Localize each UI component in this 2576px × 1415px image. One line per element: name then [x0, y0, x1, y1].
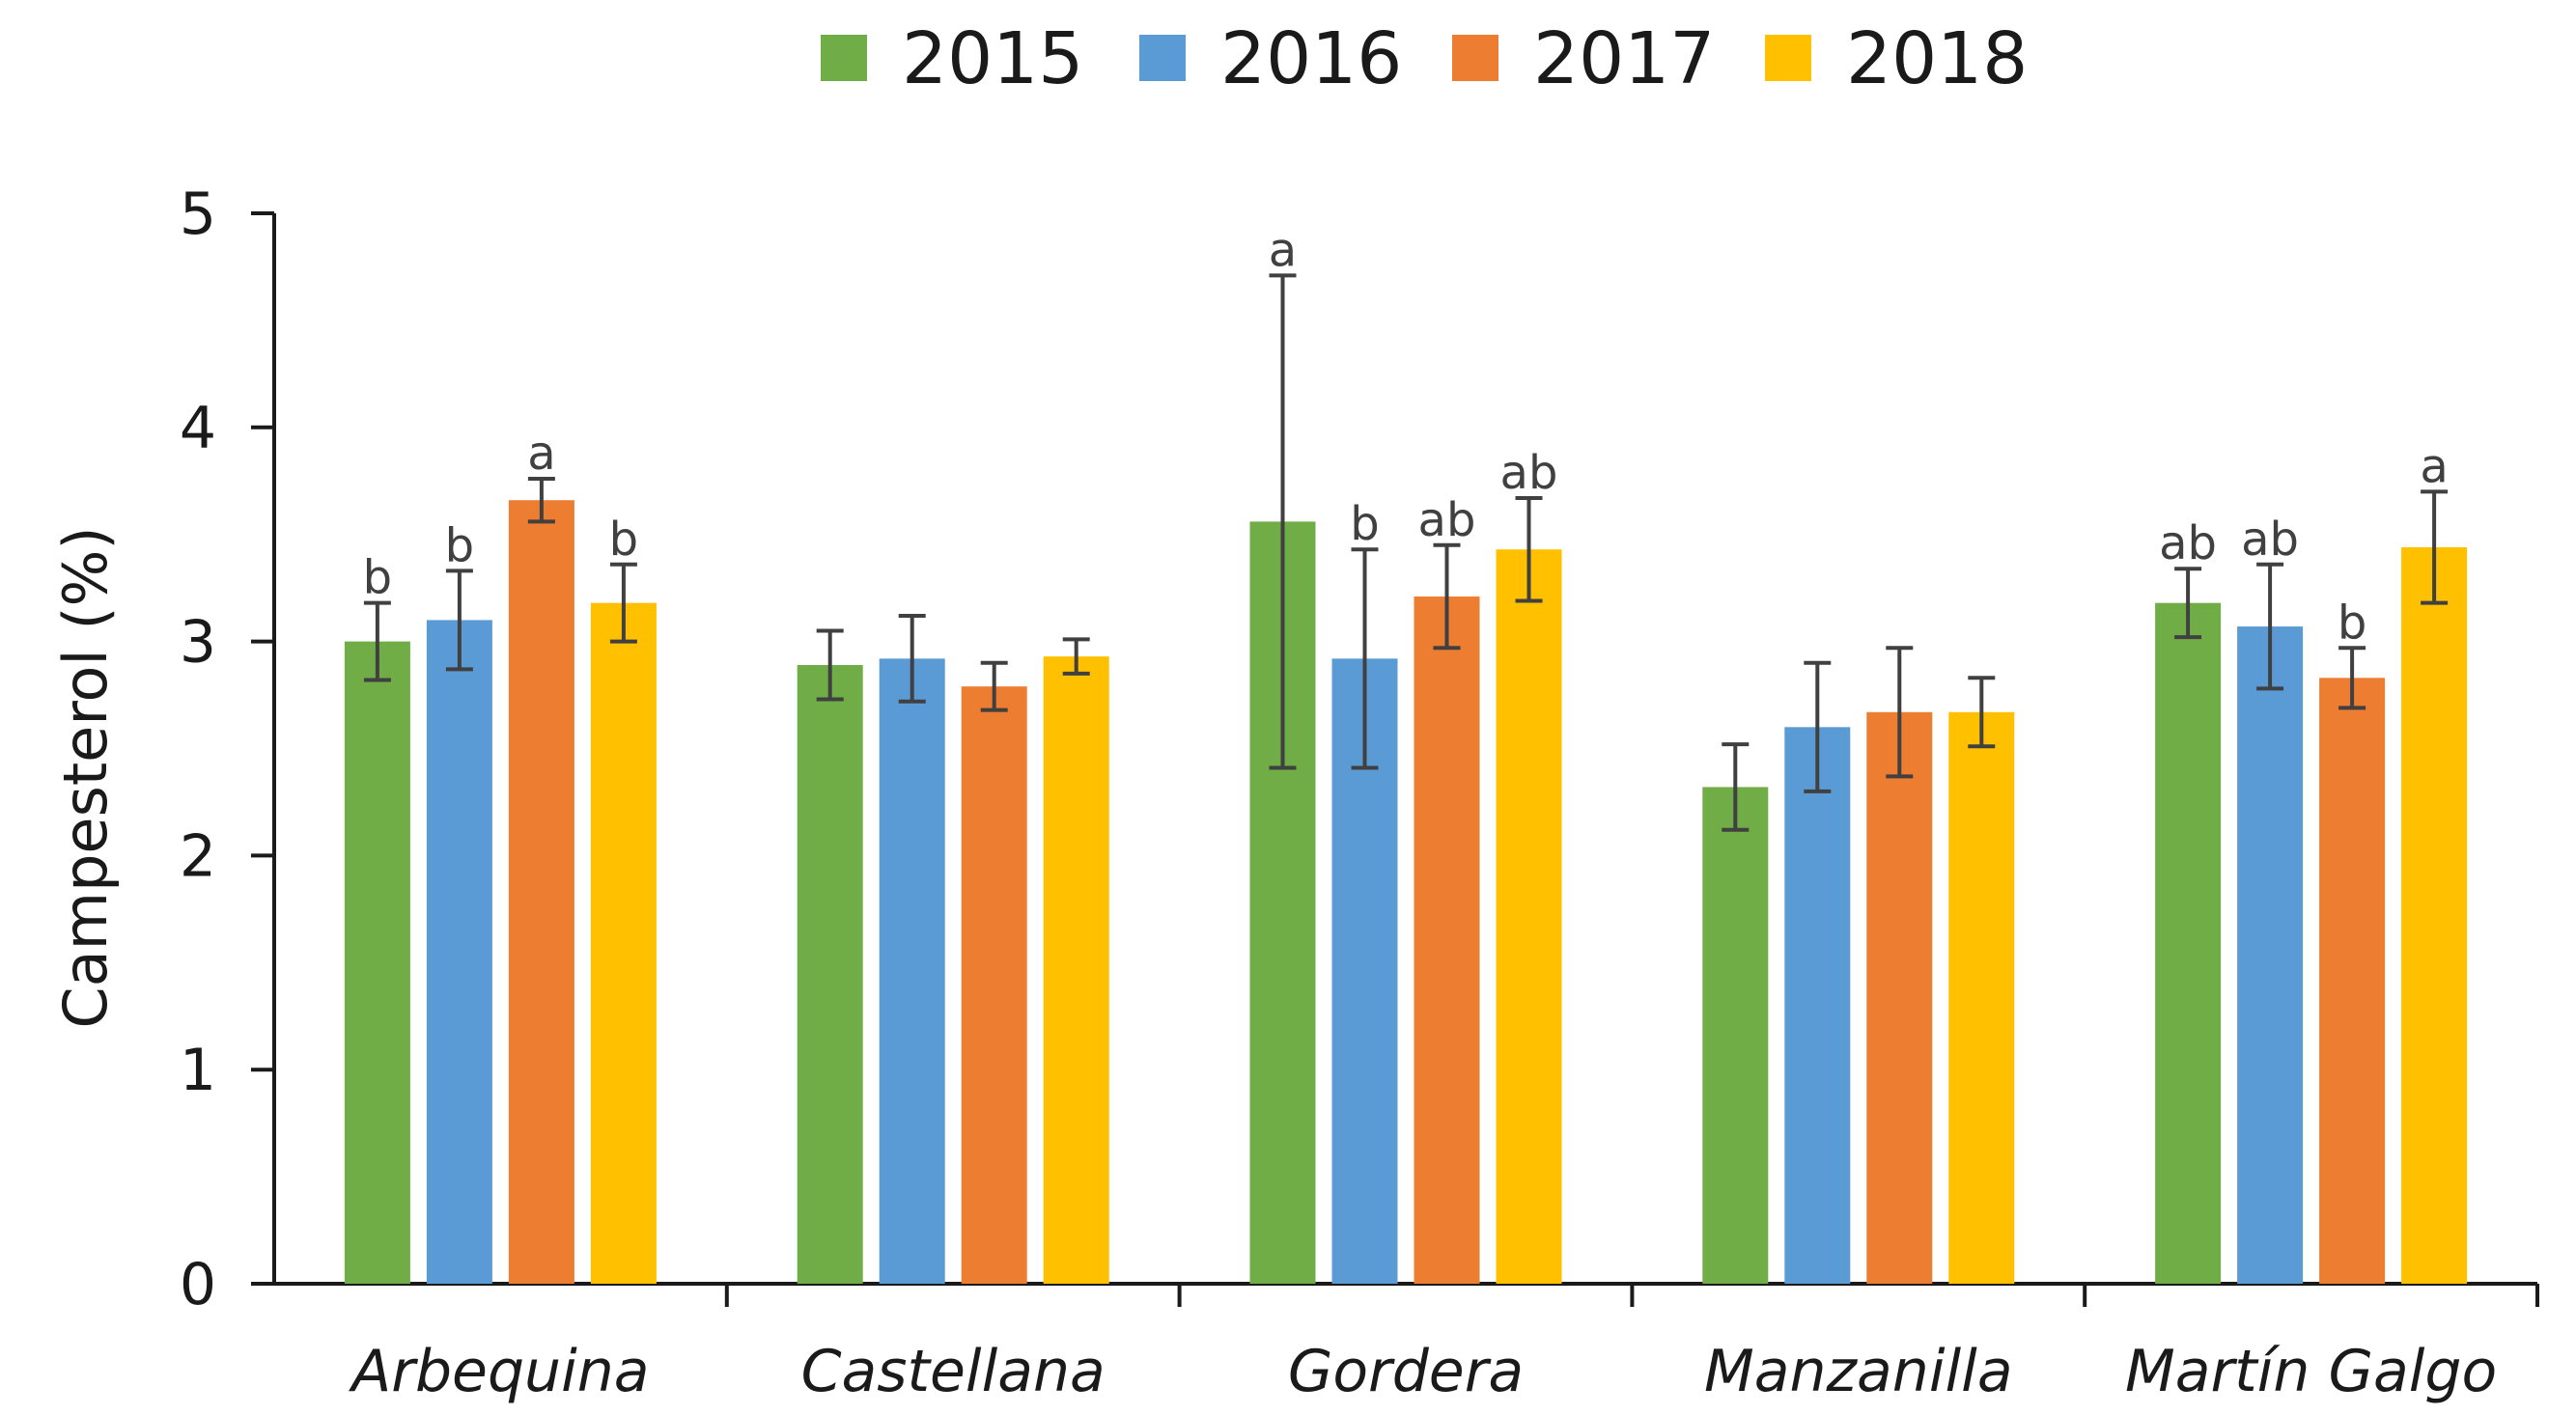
- y-tick-label: 5: [180, 180, 216, 248]
- x-category-label: Manzanilla: [1704, 1338, 2013, 1405]
- bar-2018: [1043, 656, 1109, 1284]
- significance-label: b: [445, 518, 474, 572]
- significance-label: b: [2338, 596, 2366, 650]
- legend-swatch-2018: [1765, 35, 1811, 81]
- y-tick-label: 1: [180, 1037, 216, 1104]
- x-category-label: Castellana: [801, 1338, 1106, 1405]
- y-tick-label: 3: [180, 609, 216, 677]
- bar-2015: [344, 641, 410, 1284]
- axes: 0 1 2 3 4 5 Campesterol (%) Arbequina Castellana…: [50, 180, 2539, 1405]
- bar-2018: [1948, 711, 2015, 1284]
- bar-2016: [426, 620, 492, 1284]
- significance-label: b: [363, 551, 392, 605]
- legend-label: 2017: [1533, 17, 1715, 100]
- significance-label: a: [2420, 439, 2448, 493]
- bar-2018: [2401, 547, 2468, 1284]
- significance-label: ab: [2159, 516, 2217, 570]
- legend-swatch-2016: [1139, 35, 1186, 81]
- legend: 2015 2016 2017 2018: [821, 17, 2028, 100]
- significance-label: ab: [2241, 513, 2299, 567]
- bar-2015: [1702, 787, 1769, 1284]
- legend-swatch-2017: [1452, 35, 1498, 81]
- bar-2018: [1496, 549, 1562, 1284]
- significance-label: b: [1350, 497, 1379, 551]
- y-tick-label: 0: [180, 1251, 216, 1318]
- x-category-label: Arbequina: [348, 1338, 649, 1405]
- significance-label: a: [1269, 223, 1297, 277]
- bar-2017: [1414, 597, 1480, 1284]
- significance-label: ab: [1500, 446, 1558, 500]
- significance-label: a: [527, 427, 555, 481]
- y-tick-label: 4: [180, 395, 216, 462]
- legend-swatch-2015: [821, 35, 867, 81]
- bar-2017: [2319, 678, 2386, 1284]
- legend-label: 2015: [902, 17, 1083, 100]
- bar-2017: [508, 500, 574, 1284]
- bar-2015: [2155, 602, 2222, 1284]
- y-tick-label: 2: [180, 822, 216, 890]
- bar-2017: [961, 686, 1027, 1284]
- bar-2016: [1784, 727, 1851, 1284]
- bar-2016: [879, 658, 945, 1284]
- legend-label: 2018: [1846, 17, 2028, 100]
- bar-2016: [2237, 626, 2304, 1284]
- bars: [344, 273, 2468, 1284]
- significance-label: b: [609, 513, 638, 567]
- y-axis-title: Campesterol (%): [50, 526, 121, 1028]
- x-category-label: Gordera: [1288, 1338, 1524, 1405]
- bar-2018: [590, 602, 657, 1284]
- x-category-label: Martín Galgo: [2125, 1338, 2497, 1405]
- significance-label: ab: [1418, 493, 1476, 547]
- bar-2017: [1866, 711, 1933, 1284]
- legend-label: 2016: [1220, 17, 1402, 100]
- bar-2015: [797, 664, 863, 1284]
